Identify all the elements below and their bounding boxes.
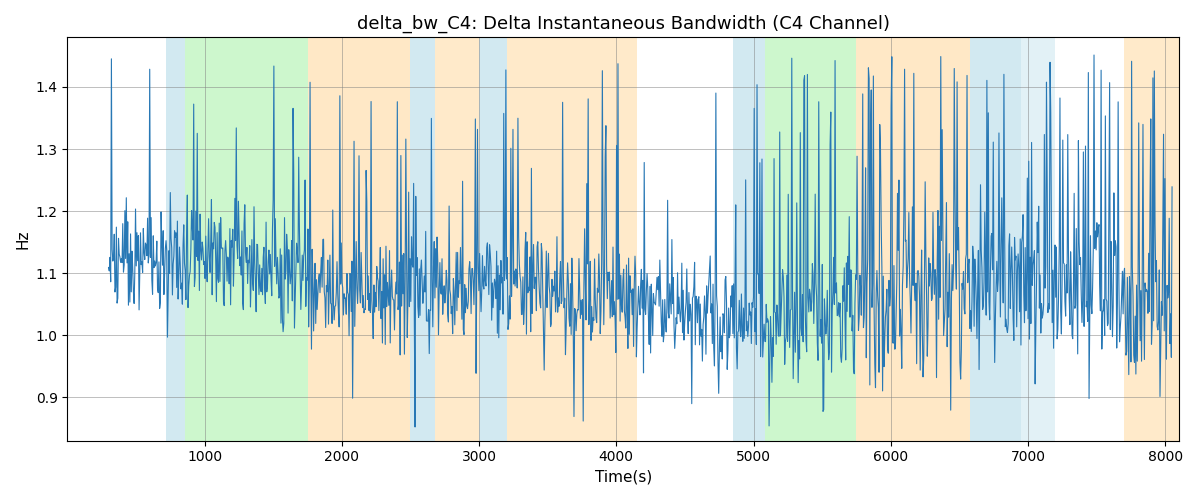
Bar bbox=[436, 38, 479, 440]
Bar bbox=[167, 38, 186, 440]
Bar bbox=[410, 38, 436, 440]
Y-axis label: Hz: Hz bbox=[16, 230, 30, 249]
Bar bbox=[506, 38, 637, 440]
Bar bbox=[479, 38, 506, 440]
Bar bbox=[1124, 38, 1178, 440]
Bar bbox=[186, 38, 307, 440]
Bar bbox=[971, 38, 1021, 440]
Bar bbox=[857, 38, 971, 440]
Title: delta_bw_C4: Delta Instantaneous Bandwidth (C4 Channel): delta_bw_C4: Delta Instantaneous Bandwid… bbox=[356, 15, 889, 34]
Bar bbox=[1021, 38, 1056, 440]
Bar bbox=[764, 38, 857, 440]
Bar bbox=[733, 38, 764, 440]
X-axis label: Time(s): Time(s) bbox=[594, 470, 652, 485]
Bar bbox=[307, 38, 410, 440]
